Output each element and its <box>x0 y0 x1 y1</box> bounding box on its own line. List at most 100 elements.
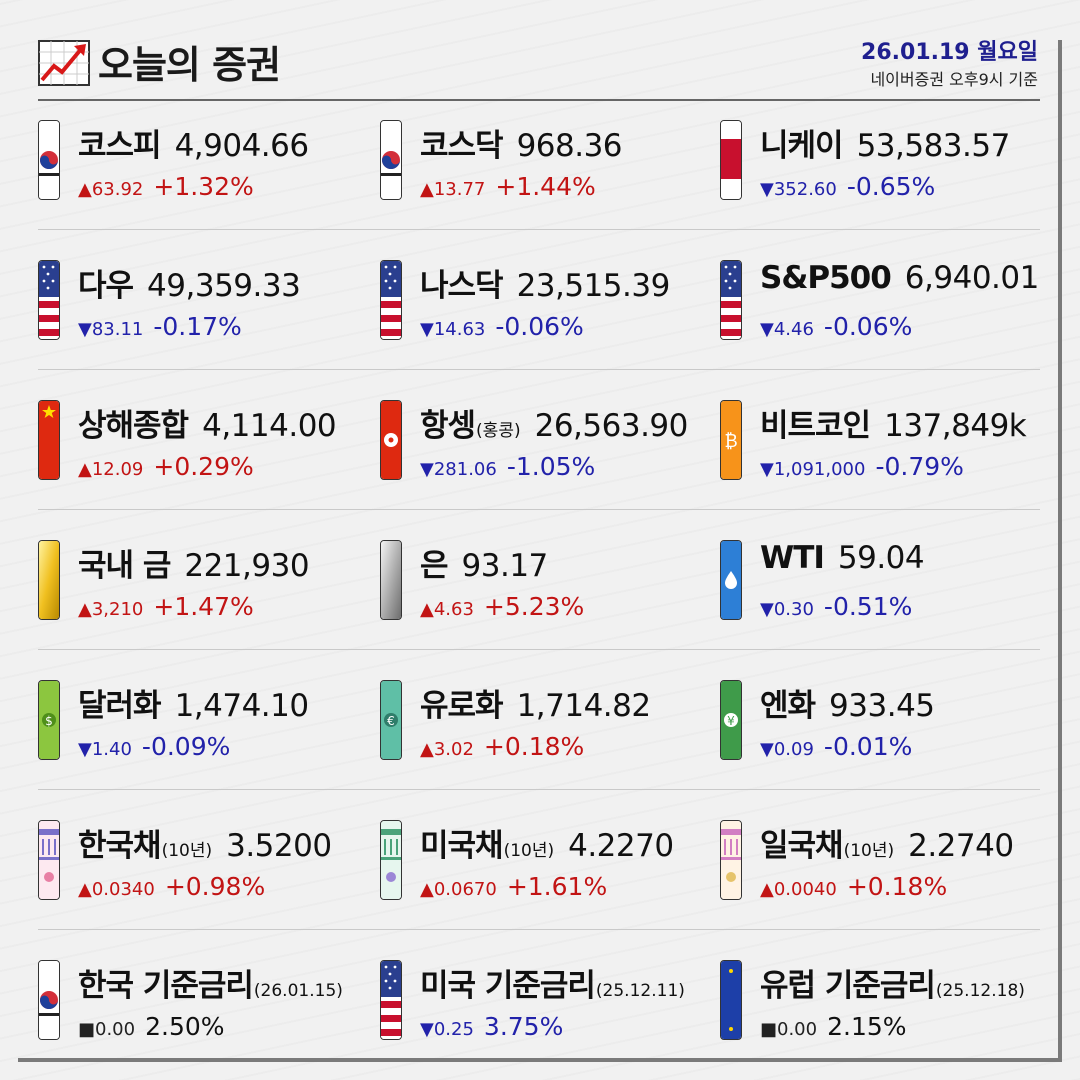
market-name-line: 일국채(10년) 2.2740 <box>760 820 1014 865</box>
change-amount: ▼281.06 <box>420 459 497 480</box>
market-name-line: 미국 기준금리(25.12.11) <box>420 960 685 1005</box>
change-amount: ▼0.25 <box>420 1019 474 1040</box>
change-percent: -0.17% <box>153 312 242 341</box>
row-divider <box>38 649 1040 650</box>
market-value: 137,849k <box>884 408 1027 444</box>
market-value: 3.5200 <box>226 828 332 864</box>
market-value: 933.45 <box>829 688 935 724</box>
svg-text:₿: ₿ <box>724 431 737 452</box>
japan-bond-icon <box>720 820 742 900</box>
change-percent: -0.65% <box>846 172 936 201</box>
change-amount: ▼0.30 <box>760 599 814 620</box>
market-name-sub: (26.01.15) <box>253 981 343 1001</box>
change-amount: ▲4.63 <box>420 599 474 620</box>
change-amount: ▼4.46 <box>760 319 814 340</box>
market-name-sub: (25.12.18) <box>935 981 1025 1001</box>
frame-shadow <box>1058 40 1062 1060</box>
market-name-line: 상해종합 4,114.00 <box>78 400 337 445</box>
market-name: 코스피 <box>78 128 162 164</box>
market-card: 다우 49,359.33 ▼83.11 -0.17% <box>38 260 378 350</box>
market-change: ▼4.46 -0.06% <box>760 312 912 341</box>
market-card: 미국 기준금리(25.12.11) ▼0.25 3.75% <box>380 960 720 1050</box>
market-change: ▼83.11 -0.17% <box>78 312 242 341</box>
market-name-line: 한국채(10년) 3.5200 <box>78 820 332 865</box>
market-name-line: 코스피 4,904.66 <box>78 120 309 165</box>
market-name-line: 유럽 기준금리(25.12.18) <box>760 960 1025 1005</box>
market-value: 4.2270 <box>568 828 674 864</box>
change-percent: -0.51% <box>823 592 913 621</box>
change-percent: 2.50% <box>145 1012 225 1041</box>
market-name: 한국채 <box>78 828 162 864</box>
market-change: ▼0.09 -0.01% <box>760 732 912 761</box>
change-percent: -0.09% <box>141 732 231 761</box>
market-name-line: S&P500 6,940.01 <box>760 260 1039 296</box>
row-divider <box>38 789 1040 790</box>
data-source: 네이버증권 오후9시 기준 <box>870 70 1038 89</box>
change-percent: +1.44% <box>495 172 596 201</box>
change-percent: +1.61% <box>506 872 608 901</box>
market-name: 항셍 <box>420 408 476 444</box>
svg-text:¥: ¥ <box>727 714 735 728</box>
market-card: 항셍(홍콩) 26,563.90 ▼281.06 -1.05% <box>380 400 720 490</box>
market-card: 니케이 53,583.57 ▼352.60 -0.65% <box>720 120 1060 210</box>
market-card: 국내 금 221,930 ▲3,210 +1.47% <box>38 540 378 630</box>
market-card: 유럽 기준금리(25.12.18) ■0.00 2.15% <box>720 960 1060 1050</box>
change-amount: ▲3.02 <box>420 739 474 760</box>
market-value: 93.17 <box>461 548 549 584</box>
change-percent: -1.05% <box>506 452 596 481</box>
change-percent: 2.15% <box>827 1012 907 1041</box>
market-value: 4,904.66 <box>174 128 310 164</box>
market-name: 미국채 <box>420 828 504 864</box>
gold-bar-icon <box>38 540 60 620</box>
market-name: 달러화 <box>78 688 162 724</box>
market-name-line: 한국 기준금리(26.01.15) <box>78 960 343 1005</box>
euro-bill-icon: € <box>380 680 402 760</box>
change-amount: ▲3,210 <box>78 599 144 620</box>
market-name: 한국 기준금리 <box>78 968 254 1004</box>
change-amount: ▼1.40 <box>78 739 132 760</box>
change-amount: ▲12.09 <box>78 459 144 480</box>
us-flag-icon <box>720 260 742 340</box>
market-card: € 유로화 1,714.82 ▲3.02 +0.18% <box>380 680 720 770</box>
market-card: ¥ 엔화 933.45 ▼0.09 -0.01% <box>720 680 1060 770</box>
market-card: 한국채(10년) 3.5200 ▲0.0340 +0.98% <box>38 820 378 910</box>
market-card: 일국채(10년) 2.2740 ▲0.0040 +0.18% <box>720 820 1060 910</box>
row-divider <box>38 369 1040 370</box>
change-amount: ▼83.11 <box>78 319 144 340</box>
market-value: 53,583.57 <box>856 128 1011 164</box>
market-name: 상해종합 <box>78 408 189 444</box>
market-name-sub: (10년) <box>843 841 895 861</box>
us-flag-icon <box>38 260 60 340</box>
market-change: ▲63.92 +1.32% <box>78 172 254 201</box>
market-name: 유럽 기준금리 <box>760 968 936 1004</box>
market-change: ▲0.0040 +0.18% <box>760 872 947 901</box>
market-name-line: 유로화 1,714.82 <box>420 680 651 725</box>
market-change: ▼0.25 3.75% <box>420 1012 563 1041</box>
market-name-line: 코스닥 968.36 <box>420 120 623 165</box>
market-card: 한국 기준금리(26.01.15) ■0.00 2.50% <box>38 960 378 1050</box>
market-name: 엔화 <box>760 688 816 724</box>
market-value: 221,930 <box>184 548 310 584</box>
change-percent: +1.32% <box>153 172 254 201</box>
market-name: 일국채 <box>760 828 844 864</box>
report-date: 26.01.19 월요일 <box>861 40 1038 65</box>
market-value: 6,940.01 <box>904 260 1040 296</box>
market-change: ▼1,091,000 -0.79% <box>760 452 964 481</box>
market-card: 은 93.17 ▲4.63 +5.23% <box>380 540 720 630</box>
market-name-line: 미국채(10년) 4.2270 <box>420 820 674 865</box>
market-name: S&P500 <box>760 260 892 296</box>
market-name-sub: (10년) <box>161 841 213 861</box>
silver-bar-icon <box>380 540 402 620</box>
market-name-sub: (홍콩) <box>476 421 521 441</box>
market-card: 코스닥 968.36 ▲13.77 +1.44% <box>380 120 720 210</box>
bitcoin-icon: ₿ <box>720 400 742 480</box>
header-divider <box>38 99 1040 101</box>
change-percent: -0.06% <box>823 312 913 341</box>
market-change: ▲3.02 +0.18% <box>420 732 584 761</box>
market-change: ▲0.0670 +1.61% <box>420 872 607 901</box>
market-name-line: WTI 59.04 <box>760 540 925 576</box>
market-change: ■0.00 2.15% <box>760 1012 907 1041</box>
market-change: ▼0.30 -0.51% <box>760 592 912 621</box>
market-value: 49,359.33 <box>147 268 301 304</box>
